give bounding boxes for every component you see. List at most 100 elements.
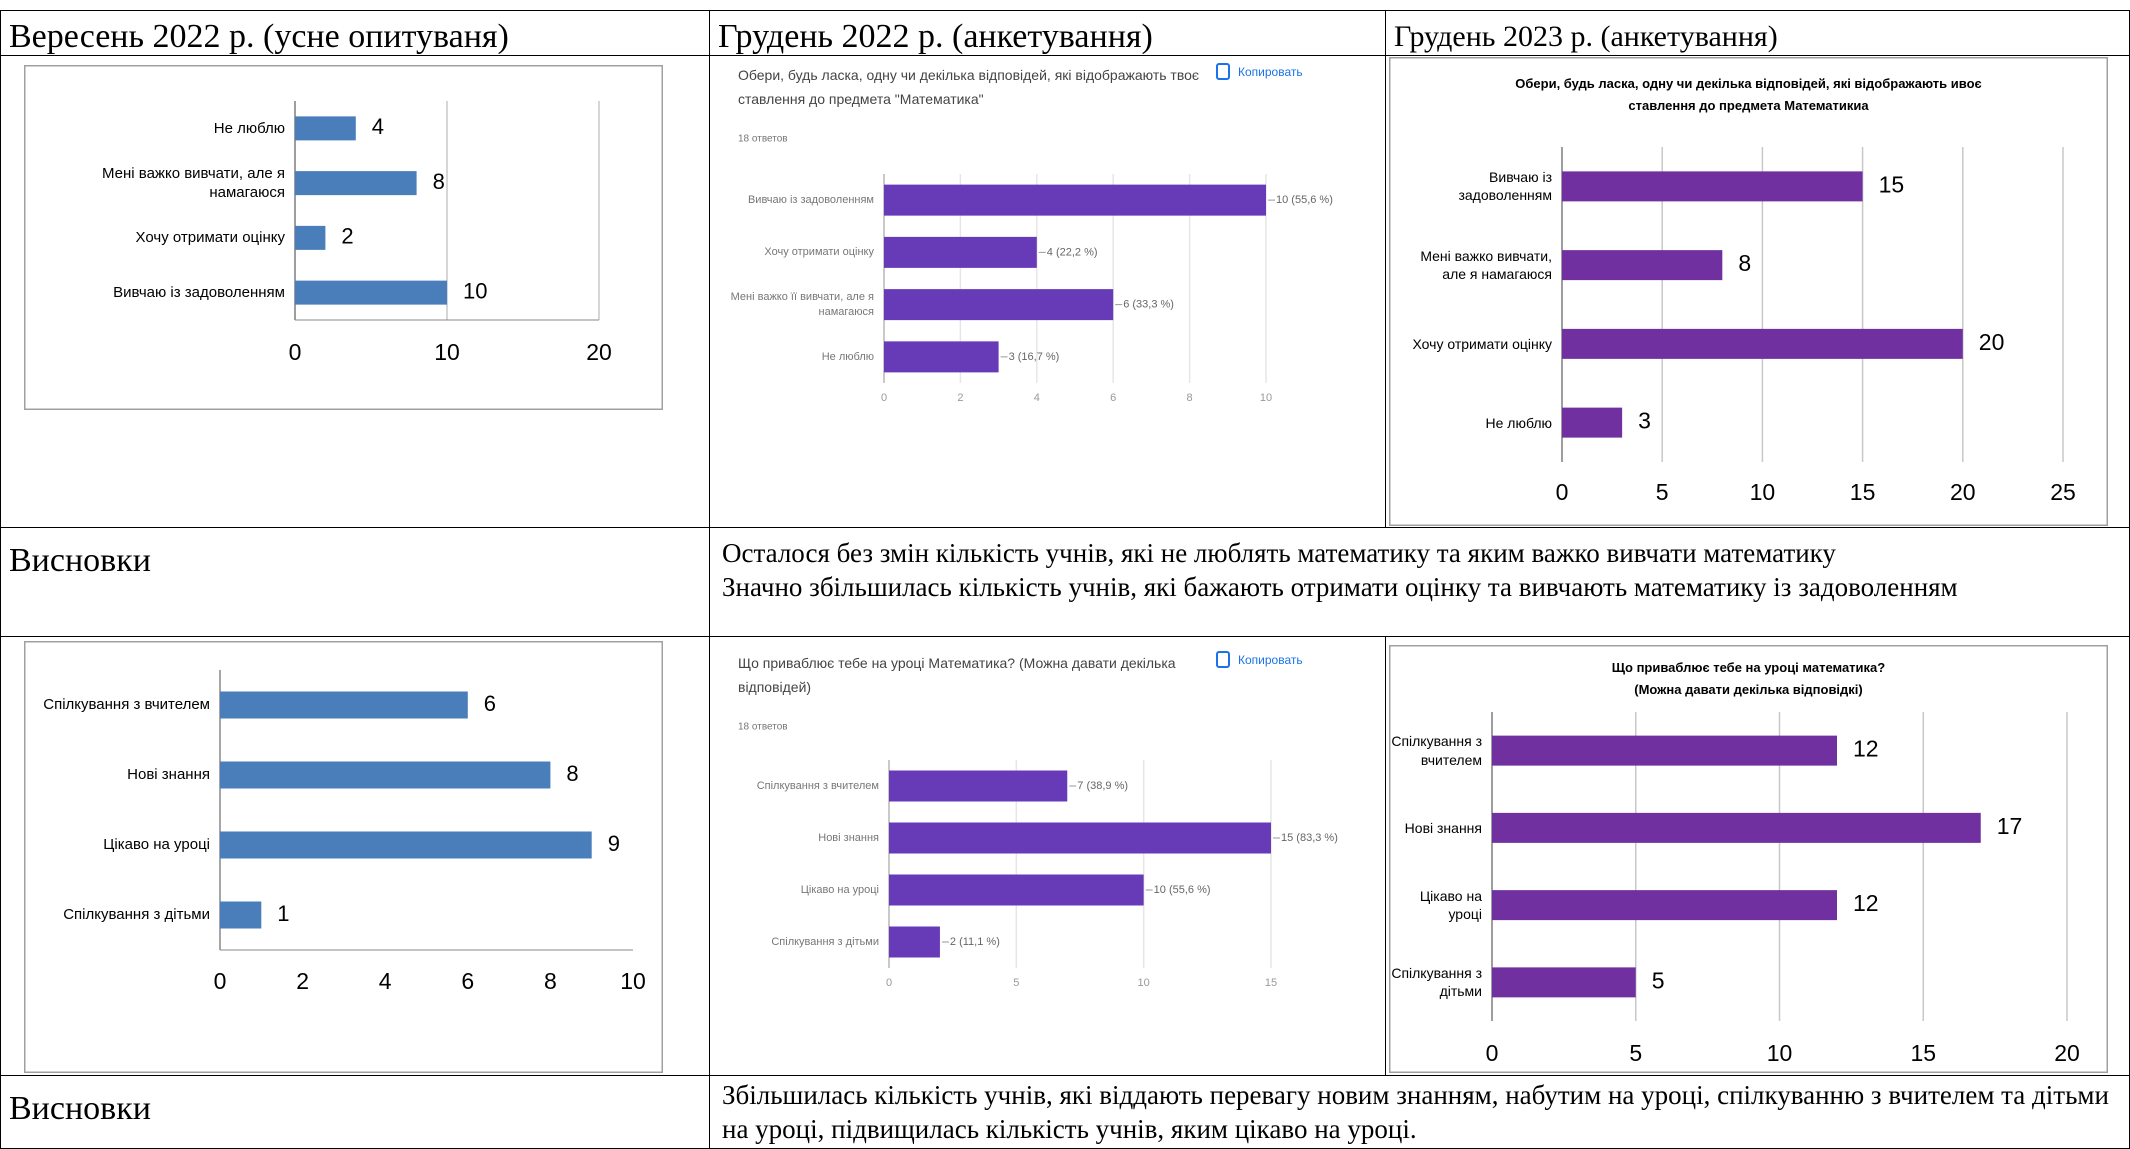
category-box: Не люблю bbox=[213, 119, 285, 137]
x-tick-label: 0 bbox=[1486, 1040, 1499, 1066]
bar bbox=[1562, 250, 1723, 281]
category-box: Спілкування з вчителем bbox=[757, 780, 879, 792]
bar bbox=[295, 116, 356, 141]
chart-title: Обери, будь ласка, одну чи декілька відп… bbox=[1515, 76, 1982, 113]
category-box: Цікаво на уроці bbox=[103, 836, 210, 854]
category-label: Не люблю bbox=[821, 350, 874, 363]
x-tick-label: 4 bbox=[379, 968, 392, 994]
value-label: 8 bbox=[1738, 250, 1751, 276]
chart: 0 10 20 Не люблю 4 Мені важко вивчати, але я … bbox=[24, 65, 663, 410]
paragraph: Значно збільшилась кількість учнів, які … bbox=[722, 572, 1958, 602]
bar bbox=[1492, 735, 1837, 766]
chart-subtitle: 18 ответов bbox=[738, 134, 788, 145]
x-tick-label: 8 bbox=[1187, 392, 1193, 404]
bar bbox=[1562, 407, 1623, 438]
x-tick-label: 2 bbox=[296, 968, 309, 994]
x-tick-label: 15 bbox=[1910, 1040, 1936, 1066]
chart-frame bbox=[1389, 57, 2108, 526]
x-tick-label: 20 bbox=[2054, 1040, 2080, 1066]
x-tick-label: 10 bbox=[1138, 977, 1150, 989]
bar bbox=[1562, 171, 1863, 202]
bar bbox=[1492, 967, 1636, 998]
category-label: Нові знання bbox=[127, 766, 210, 784]
x-tick-label: 5 bbox=[1629, 1040, 1642, 1066]
category-box: Спілкування з вчителем bbox=[43, 696, 210, 714]
x-tick-label: 0 bbox=[214, 968, 227, 994]
bar bbox=[1492, 812, 1981, 843]
category-box: Вивчаю із задоволенням bbox=[1458, 169, 1552, 203]
category-label: Вивчаю із задоволенням bbox=[747, 193, 874, 206]
value-label: 12 bbox=[1853, 890, 1879, 916]
x-tick-label: 10 bbox=[1260, 392, 1272, 404]
x-tick-label: 15 bbox=[1850, 479, 1876, 505]
chart-subtitle: (Можна давати декілька відповідкі) bbox=[1634, 682, 1863, 697]
title-box: Обери, будь ласка, одну чи декілька відп… bbox=[738, 67, 1200, 107]
bar bbox=[889, 874, 1144, 906]
category-label: Нові знання bbox=[818, 831, 879, 844]
bar bbox=[220, 831, 592, 859]
category-label: Не люблю bbox=[1485, 414, 1552, 431]
bar bbox=[884, 184, 1266, 216]
category-label: Вивчаю із задоволенням bbox=[113, 283, 285, 301]
category-box: Нові знання bbox=[818, 831, 879, 844]
title-wrap: Обери, будь ласка, одну чи декілька відп… bbox=[1409, 73, 2088, 117]
category-box: Спілкування з дітьми bbox=[1391, 965, 1482, 1000]
chart-title: Обери, будь ласка, одну чи декілька відп… bbox=[738, 67, 1200, 107]
x-tick-label: 20 bbox=[1950, 479, 1976, 505]
value-label: 1 bbox=[277, 901, 289, 926]
category-label: Цікаво на уроці bbox=[1419, 887, 1482, 923]
value-label: 20 bbox=[1979, 329, 2005, 355]
value-label: 6 (33,3 %) bbox=[1123, 299, 1174, 311]
chart-frame bbox=[1389, 645, 2108, 1073]
value-label: 5 bbox=[1652, 967, 1665, 993]
header-cell: Грудень 2022 р. (анкетування) bbox=[709, 10, 1386, 56]
x-tick-label: 0 bbox=[1556, 479, 1569, 505]
title-box: Що приваблює тебе на уроці математика? (М… bbox=[1612, 660, 1885, 697]
conclusion-label: Висновки bbox=[0, 527, 710, 637]
value-label: 4 (22,2 %) bbox=[1047, 246, 1098, 258]
value-label: 12 bbox=[1853, 736, 1879, 762]
x-tick-label: 15 bbox=[1265, 977, 1277, 989]
category-label: Спілкування з вчителем bbox=[43, 696, 210, 714]
copy-button[interactable]: Копировать bbox=[1238, 65, 1303, 79]
x-tick-label: 6 bbox=[1110, 392, 1116, 404]
category-label: Не люблю bbox=[213, 119, 285, 137]
copy-icon bbox=[1216, 63, 1230, 80]
category-box: Не люблю bbox=[1485, 414, 1552, 431]
value-label: 8 bbox=[566, 761, 578, 786]
bar bbox=[295, 225, 326, 250]
x-tick-label: 0 bbox=[881, 392, 887, 404]
category-box: Мені важко її вивчати, але я намагаюся bbox=[730, 291, 874, 318]
category-box: Хочу отримати оцінку bbox=[1412, 335, 1553, 352]
x-tick-label: 8 bbox=[544, 968, 557, 994]
value-label: 17 bbox=[1997, 813, 2023, 839]
chart: Обери, будь ласка, одну чи декілька відп… bbox=[1389, 57, 2108, 526]
category-box: Нові знання bbox=[127, 766, 210, 784]
value-label: 6 bbox=[484, 691, 496, 716]
bar bbox=[889, 822, 1271, 854]
x-tick-label: 0 bbox=[886, 977, 892, 989]
value-label: 10 (55,6 %) bbox=[1276, 194, 1333, 206]
bar bbox=[220, 761, 551, 789]
category-label: Мені важко вивчати, але я намагаюся bbox=[1420, 247, 1552, 283]
label-text: Висновки bbox=[9, 1090, 151, 1127]
category-label: Хочу отримати оцінку bbox=[1412, 335, 1553, 352]
category-box: Мені важко вивчати, але я намагаюся bbox=[1420, 247, 1552, 283]
category-label: Спілкування з дітьми bbox=[1391, 965, 1482, 1000]
x-tick-label: 6 bbox=[461, 968, 474, 994]
value-label: 3 bbox=[1638, 408, 1651, 434]
chart-title: Що приваблює тебе на уроці Математика? (… bbox=[738, 655, 1176, 695]
bar bbox=[889, 770, 1068, 802]
category-label: Мені важко її вивчати, але я намагаюся bbox=[730, 291, 874, 318]
copy-button[interactable]: Копировать bbox=[1238, 653, 1303, 667]
x-tick-label: 10 bbox=[620, 968, 646, 994]
category-label: Цікаво на уроці bbox=[103, 836, 210, 854]
chart: Що приваблює тебе на уроці математика? (М… bbox=[1389, 645, 2108, 1073]
x-tick-label: 20 bbox=[586, 339, 612, 365]
value-label: 9 bbox=[608, 831, 620, 856]
conclusion-label: Висновки bbox=[0, 1075, 710, 1149]
header-cell: Вересень 2022 р. (усне опитуваня) bbox=[0, 10, 710, 56]
value-label: 15 (83,3 %) bbox=[1281, 832, 1338, 844]
category-label: Мені важко вивчати, але я намагаюся bbox=[102, 164, 285, 202]
